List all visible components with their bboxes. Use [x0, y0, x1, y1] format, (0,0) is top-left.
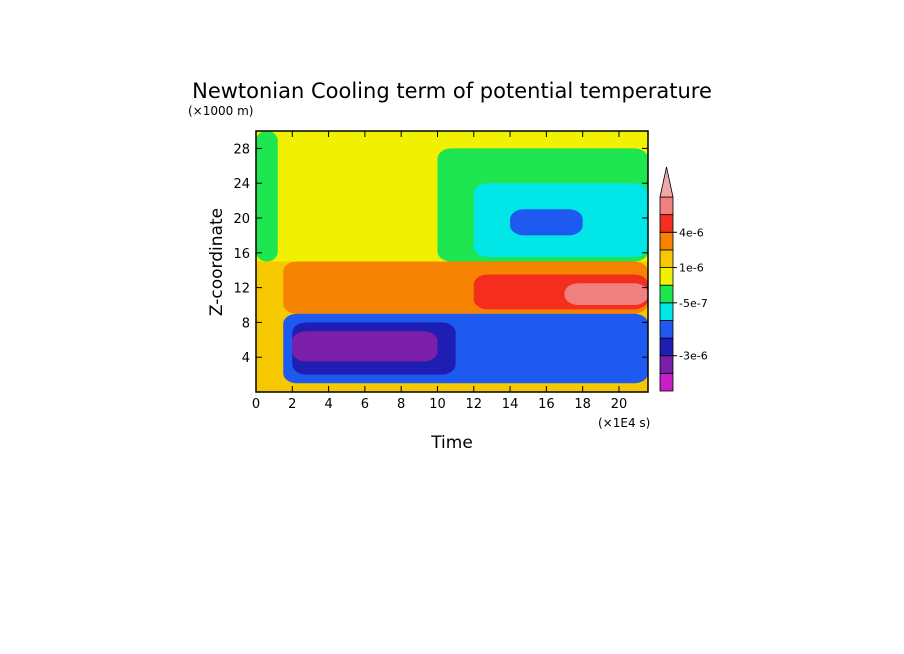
- colorbar-swatch: [659, 231, 674, 251]
- colorbar-swatch: [659, 249, 674, 268]
- x-tick-label: 6: [361, 397, 369, 412]
- y-axis-label: Z-coordinate: [207, 208, 227, 316]
- colorbar: -3e-6 -5e-7 1e-6 4e-6: [659, 166, 708, 392]
- x-tick-label: 20: [611, 397, 628, 412]
- x-axis: 0 2 4 6 8 10 12 14 16 18 20: [252, 131, 627, 412]
- colorbar-label: 4e-6: [679, 226, 704, 239]
- x-tick-label: 10: [429, 397, 446, 412]
- colorbar-swatch: [659, 302, 674, 321]
- region-purple-cores: [292, 331, 438, 362]
- contour-plot: [255, 130, 649, 393]
- y-axis: 4 8 12 16 20 24 28: [233, 142, 648, 366]
- x-tick-label: 12: [466, 397, 483, 412]
- x-unit-label: (×1E4 s): [598, 416, 650, 430]
- colorbar-swatch: [659, 196, 674, 216]
- y-tick-label: 16: [233, 247, 250, 262]
- y-tick-label: 24: [233, 177, 250, 192]
- colorbar-swatch: [659, 355, 674, 374]
- colorbar-swatch: [659, 320, 674, 339]
- y-tick-label: 20: [233, 212, 250, 227]
- colorbar-swatch: [659, 372, 674, 392]
- region-left-edge-strip: [256, 131, 278, 262]
- colorbar-swatch: [659, 267, 674, 286]
- x-tick-label: 16: [538, 397, 555, 412]
- colorbar-swatch: [659, 214, 674, 233]
- y-unit-label: (×1000 m): [188, 104, 253, 118]
- x-tick-label: 14: [502, 397, 519, 412]
- x-tick-label: 0: [252, 397, 260, 412]
- y-tick-label: 12: [233, 282, 250, 297]
- colorbar-swatch: [659, 337, 674, 357]
- x-tick-label: 8: [397, 397, 405, 412]
- x-tick-label: 4: [324, 397, 332, 412]
- x-tick-label: 2: [288, 397, 296, 412]
- colorbar-swatch: [659, 284, 674, 304]
- colorbar-label: -3e-6: [679, 350, 708, 363]
- y-tick-label: 4: [242, 351, 250, 366]
- y-tick-label: 8: [242, 316, 250, 331]
- colorbar-label: -5e-7: [679, 297, 708, 310]
- x-tick-label: 18: [574, 397, 591, 412]
- region-pink-core: [564, 283, 648, 305]
- chart-title: Newtonian Cooling term of potential temp…: [192, 79, 712, 103]
- colorbar-label: 1e-6: [679, 262, 704, 275]
- x-axis-label: Time: [430, 433, 473, 453]
- plot-frame: [255, 130, 649, 393]
- colorbar-arrow: [659, 166, 674, 198]
- region-upper-blue-patches: [510, 209, 583, 236]
- y-tick-label: 28: [233, 142, 250, 157]
